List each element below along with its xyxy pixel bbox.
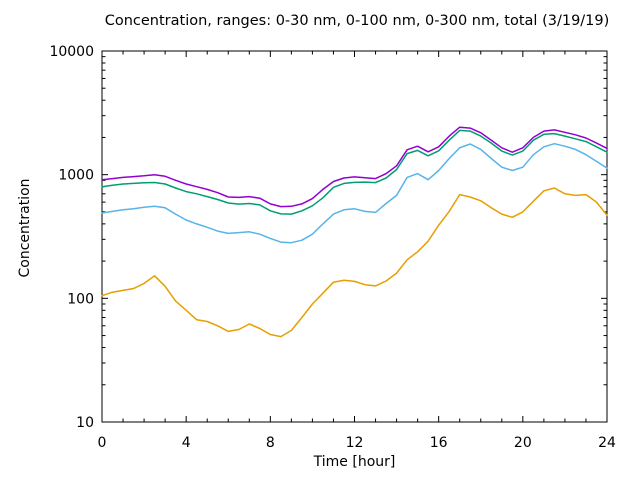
series-line-total	[101, 126, 608, 208]
series-line-0-100-nm	[101, 142, 608, 244]
y-tick-label: 10	[76, 415, 94, 431]
x-tick-label: 12	[346, 435, 364, 451]
y-tick-label: 100	[67, 291, 94, 307]
x-axis-label: Time [hour]	[313, 454, 396, 470]
y-tick-label: 10000	[49, 44, 94, 60]
series-line-0-300-nm	[101, 129, 608, 215]
x-tick-label: 16	[430, 435, 448, 451]
series-line-0-30-nm	[101, 187, 608, 338]
plot-border	[101, 50, 608, 423]
x-tick-label: 24	[598, 435, 616, 451]
x-tick-label: 4	[182, 435, 191, 451]
y-tick-label: 1000	[58, 168, 94, 184]
x-tick-label: 0	[98, 435, 107, 451]
chart-title: Concentration, ranges: 0-30 nm, 0-100 nm…	[104, 13, 610, 29]
x-tick-label: 20	[514, 435, 532, 451]
x-tick-label: 8	[266, 435, 275, 451]
